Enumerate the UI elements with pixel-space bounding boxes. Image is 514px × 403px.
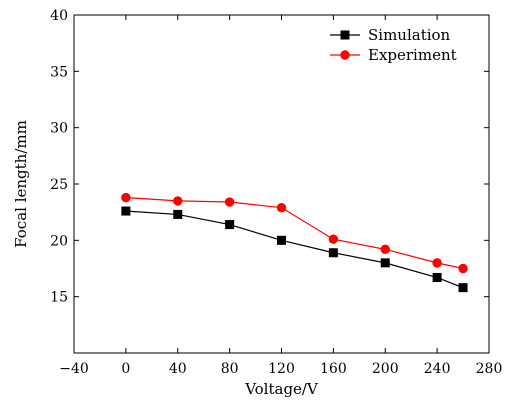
data-point <box>121 206 131 216</box>
data-point <box>328 234 339 244</box>
legend-entry: Simulation <box>330 26 451 44</box>
data-point <box>173 209 183 219</box>
legend-entry: Experiment <box>330 46 457 64</box>
x-axis-ticks: −40 0 40 80 120 160 200 240 280 <box>59 15 502 377</box>
legend-label: Experiment <box>368 46 457 64</box>
y-tick-label: 20 <box>50 233 68 249</box>
legend: Simulation Experiment <box>330 26 457 64</box>
data-point <box>432 258 442 268</box>
legend-marker <box>340 30 350 40</box>
data-point <box>380 258 390 268</box>
x-tick-label: 40 <box>169 361 187 377</box>
x-tick-label: 120 <box>268 361 295 377</box>
x-tick-label: 80 <box>221 361 239 377</box>
plot-border <box>73 14 490 354</box>
x-tick-label: 160 <box>320 361 347 377</box>
legend-label: Simulation <box>368 26 451 44</box>
x-tick-label: 240 <box>424 361 451 377</box>
data-point <box>458 283 468 293</box>
plot-frame <box>73 14 490 354</box>
y-tick-label: 40 <box>50 8 68 24</box>
series-experiment <box>121 192 468 274</box>
x-tick-label: 0 <box>121 361 130 377</box>
series-line <box>125 210 464 289</box>
y-tick-label: 15 <box>50 290 68 306</box>
x-tick-label: 200 <box>372 361 399 377</box>
x-tick-label: −40 <box>59 361 89 377</box>
data-point <box>225 220 235 230</box>
data-point <box>432 273 442 283</box>
data-point <box>173 196 183 206</box>
data-point <box>458 263 468 274</box>
x-tick-label: 280 <box>476 361 503 377</box>
data-point <box>224 197 235 207</box>
data-point <box>328 248 338 258</box>
data-point <box>121 192 131 203</box>
data-point <box>380 244 390 255</box>
data-point <box>276 202 287 213</box>
x-axis-title: Voltage/V <box>244 380 319 398</box>
legend-marker <box>340 50 350 60</box>
data-point <box>277 235 286 245</box>
y-tick-label: 35 <box>50 64 68 80</box>
y-axis-ticks: 15 20 25 30 35 40 <box>50 8 489 306</box>
series-simulation <box>121 206 468 293</box>
y-axis-title: Focal length/mm <box>12 120 30 248</box>
y-tick-label: 25 <box>50 177 68 193</box>
series-line <box>125 196 464 270</box>
y-tick-label: 30 <box>50 121 68 137</box>
series-layer <box>121 192 468 293</box>
